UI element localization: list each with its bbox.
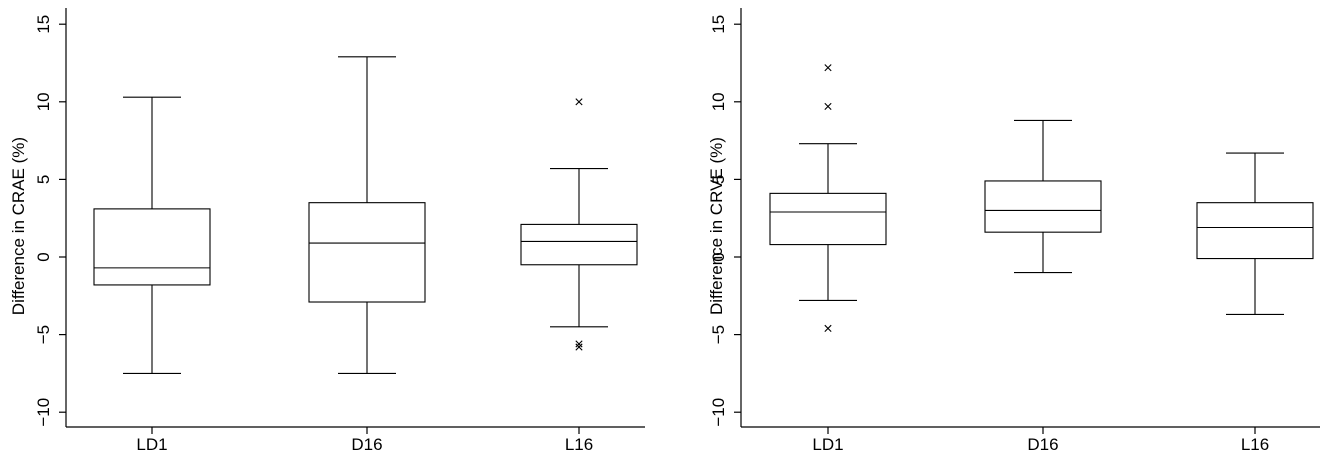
y-tick-label: 10 [34, 92, 53, 111]
x-tick-label: D16 [351, 435, 382, 454]
y-tick-label: 5 [34, 175, 53, 184]
iqr-box [1196, 202, 1314, 260]
crve-boxplot-panel: 15 10 5 0 −5 −10 Difference in CRVE (%) LD1 D16 L… [707, 8, 1320, 454]
y-tick-label: 15 [709, 15, 728, 34]
iqr-box [93, 208, 211, 286]
y-tick-label: −10 [709, 398, 728, 427]
y-axis-label: Difference in CRVE (%) [707, 137, 726, 315]
outlier-mark [824, 64, 832, 72]
y-tick-label: −10 [34, 398, 53, 427]
y-tick-label: 0 [34, 252, 53, 261]
iqr-box [308, 202, 426, 303]
x-tick-label: LD1 [136, 435, 167, 454]
y-tick-label: −5 [709, 325, 728, 344]
y-tick-label: 0 [709, 252, 728, 261]
iqr-box [769, 192, 887, 246]
y-tick-label: −5 [34, 325, 53, 344]
x-tick-label: L16 [1241, 435, 1269, 454]
y-tick-label: 5 [709, 175, 728, 184]
y-tick-label: 15 [34, 15, 53, 34]
outlier-mark [575, 340, 583, 348]
outlier-mark [575, 343, 583, 351]
y-tick-label: 10 [709, 92, 728, 111]
crae-boxplot-panel: 15 10 5 0 −5 −10 Difference in CRAE (%) LD1 D16 L… [9, 8, 645, 454]
x-tick-label: D16 [1027, 435, 1058, 454]
x-tick-label: L16 [565, 435, 593, 454]
y-axis-label: Difference in CRAE (%) [9, 137, 28, 315]
x-tick-label: LD1 [812, 435, 843, 454]
outlier-mark [824, 324, 832, 332]
outlier-mark [824, 102, 832, 111]
iqr-box [984, 180, 1102, 233]
iqr-box [520, 223, 638, 266]
outlier-mark [575, 98, 583, 106]
